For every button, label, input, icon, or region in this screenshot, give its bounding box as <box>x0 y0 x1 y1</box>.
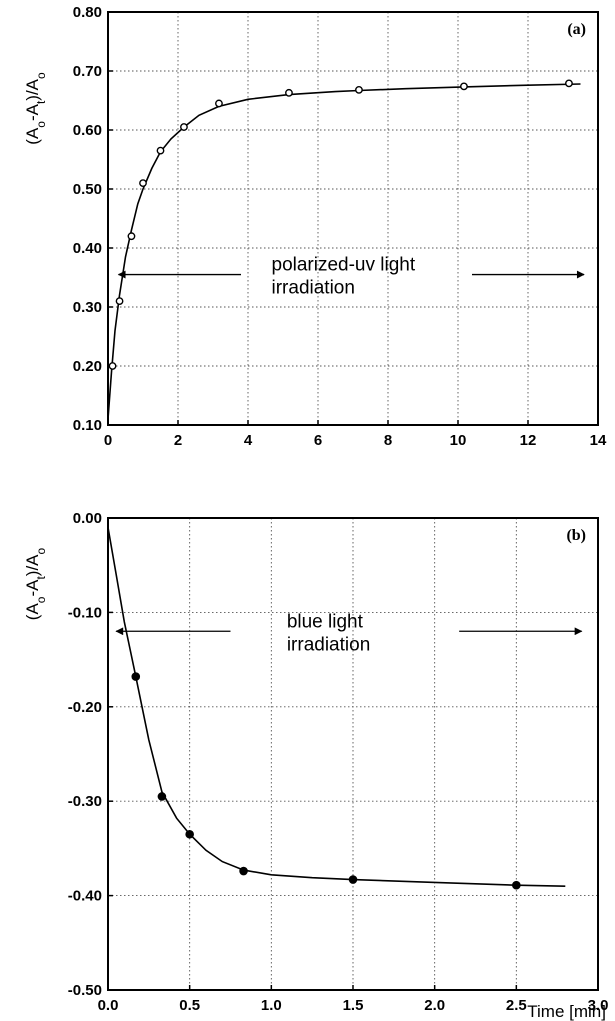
x-tick-label: 1.0 <box>261 997 282 1014</box>
data-point <box>185 829 194 839</box>
annotation-line1: blue light <box>287 611 364 632</box>
y-axis-label: (Ao-At)/Ao <box>23 72 48 145</box>
x-tick-label: 0 <box>104 432 112 449</box>
data-point <box>355 85 363 94</box>
x-axis-label: Time [min] <box>527 1002 606 1021</box>
panel-label: (b) <box>566 527 586 544</box>
x-tick-label: 3.0 <box>588 997 609 1014</box>
y-tick-label: -0.40 <box>68 888 102 905</box>
fit-curve <box>107 527 566 887</box>
y-tick-label: 0.10 <box>73 417 102 434</box>
plot-frame <box>107 517 599 991</box>
panel-b: 0.0 0.5 1.0 1.5 2.0 2.5 3.0 0.00 -0.10 -0.20 -0.30… <box>23 510 608 1021</box>
x-tick-label: 0.5 <box>179 997 200 1014</box>
x-tick-label: 8 <box>384 432 392 449</box>
x-tick-label: 6 <box>314 432 322 449</box>
data-point <box>157 792 167 801</box>
y-tick-label: 0.60 <box>73 122 102 139</box>
data-point <box>285 88 293 97</box>
data-point <box>348 875 358 884</box>
y-tick-label: 0.70 <box>73 63 102 80</box>
data-point <box>156 146 165 155</box>
data-point <box>180 123 188 131</box>
y-tick-label: 0.00 <box>73 510 102 527</box>
panel-a: 0 2 4 6 8 10 12 14 0.10 0.20 0.30 0.40 0.50 0.60 0.70 0… <box>23 4 607 449</box>
x-tick-label: 12 <box>520 432 537 449</box>
x-tick-label: 0.0 <box>98 997 119 1014</box>
y-tick-label: -0.30 <box>68 793 102 810</box>
panel-label: (a) <box>567 21 586 38</box>
plot-frame <box>107 11 599 426</box>
y-tick-label: -0.20 <box>68 699 102 716</box>
x-tick-label: 2.0 <box>424 997 445 1014</box>
annotation-line1: polarized-uv light <box>272 255 416 276</box>
data-point <box>460 82 468 91</box>
x-tick-label: 1.5 <box>343 997 364 1014</box>
data-point <box>131 672 141 681</box>
y-tick-label: 0.20 <box>73 358 102 375</box>
x-tick-label: 2.5 <box>506 997 527 1014</box>
data-point <box>115 297 124 305</box>
y-tick-label: -0.50 <box>68 982 102 999</box>
y-tick-label: 0.40 <box>73 240 102 257</box>
annotation-line2: irradiation <box>287 634 370 655</box>
x-tick-label: 4 <box>244 432 253 449</box>
data-point <box>565 79 573 88</box>
data-point <box>127 232 136 241</box>
data-point <box>108 362 117 370</box>
data-point <box>239 866 248 876</box>
y-tick-label: 0.50 <box>73 181 102 198</box>
fit-curve <box>107 83 581 420</box>
annotation-line2: irradiation <box>272 278 355 299</box>
data-point <box>139 179 147 188</box>
data-point <box>512 880 521 890</box>
y-axis-label: (Ao-At)/Ao <box>23 547 48 620</box>
y-tick-label: -0.10 <box>68 604 102 621</box>
y-tick-label: 0.80 <box>73 4 102 21</box>
data-point <box>215 99 223 108</box>
x-tick-label: 14 <box>590 432 607 449</box>
x-tick-label: 2 <box>174 432 182 449</box>
x-tick-label: 10 <box>450 432 467 449</box>
y-tick-label: 0.30 <box>73 299 102 316</box>
